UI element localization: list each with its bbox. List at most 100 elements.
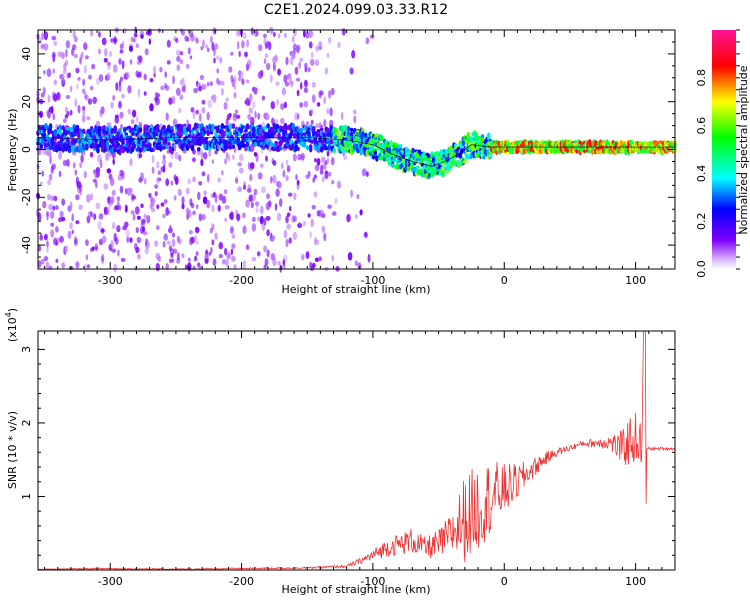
spectrogram-point	[133, 139, 138, 143]
spectrogram-point	[423, 156, 428, 163]
spectrogram-point	[84, 263, 87, 273]
spectrogram-point	[64, 60, 69, 66]
spectrogram-point	[166, 39, 171, 48]
spectrogram-point	[373, 150, 378, 156]
spectrogram-point	[50, 229, 55, 238]
spectrogram-point	[121, 40, 125, 49]
spectrogram-point	[166, 240, 171, 245]
spectrogram-point	[57, 51, 63, 58]
spectrogram-point	[181, 29, 185, 36]
spectrogram-point	[156, 225, 160, 231]
spectrogram-point	[491, 148, 496, 153]
snr-multiplier-label: (x104)	[4, 308, 19, 342]
spectrogram-point	[155, 262, 160, 272]
spectrogram-point	[37, 212, 42, 221]
spectrogram-point	[83, 64, 87, 74]
spectrogram-point	[233, 264, 237, 269]
spectrogram-point	[96, 169, 100, 178]
spectrogram-point	[124, 221, 129, 228]
spectrogram-point	[539, 149, 543, 155]
spectrogram-point	[106, 168, 112, 174]
spectrogram-point	[61, 73, 65, 81]
spectrogram-point	[241, 78, 245, 85]
spectrogram-point	[214, 194, 218, 204]
spectrogram-point	[48, 145, 53, 151]
spectrogram-point	[163, 137, 168, 144]
spectrogram-point	[64, 130, 69, 136]
spectrogram-point	[313, 137, 318, 141]
spectrogram-point	[166, 210, 171, 215]
x-tick-label: 0	[501, 274, 508, 287]
spectrogram-point	[231, 123, 236, 129]
colorbar-tick-label: 0.6	[695, 117, 708, 135]
spectrogram-point	[204, 140, 209, 145]
spectrogram-point	[192, 110, 196, 120]
spectrogram-point	[65, 106, 68, 112]
spectrogram-point	[184, 130, 188, 136]
spectrogram-point	[311, 81, 316, 88]
y-tick-label: 0	[20, 146, 33, 153]
spectrogram-point	[263, 33, 267, 39]
spectrogram-point	[43, 43, 49, 51]
spectrogram-point	[85, 254, 89, 261]
spectrogram-point	[221, 259, 227, 265]
spectrogram-point	[168, 97, 173, 105]
spectrogram-point	[118, 58, 122, 65]
spectrogram-point	[43, 233, 48, 241]
spectrogram-point	[52, 205, 56, 211]
spectrogram-point	[74, 98, 78, 108]
spectrogram-point	[40, 258, 45, 265]
spectrogram-point	[324, 146, 329, 151]
spectrogram-point	[52, 68, 55, 74]
spectrogram-point	[310, 119, 314, 125]
spectrogram-point	[279, 198, 283, 207]
spectrogram-x-label: Height of straight line (km)	[281, 283, 430, 296]
spectrogram-point	[192, 176, 196, 183]
spectrogram-point	[45, 146, 50, 151]
spectrogram-point	[124, 187, 128, 195]
spectrogram-point	[160, 202, 165, 207]
spectrogram-point	[280, 103, 285, 110]
spectrogram-point	[130, 118, 135, 125]
spectrogram-point	[69, 126, 73, 133]
spectrogram-point	[316, 129, 321, 133]
spectrogram-point	[258, 44, 263, 52]
spectrogram-point	[321, 225, 325, 233]
spectrogram-point	[245, 199, 250, 208]
spectrogram-point	[86, 215, 91, 224]
spectrogram-point	[130, 127, 135, 131]
spectrogram-point	[471, 147, 475, 151]
x-tick-label: 100	[625, 575, 646, 588]
spectrogram-point	[252, 101, 256, 109]
spectrogram-point	[86, 116, 91, 121]
spectrogram-point	[173, 142, 177, 152]
spectrogram-point	[330, 157, 335, 166]
snr-multiplier-close: )	[6, 308, 19, 312]
spectrogram-point	[181, 253, 185, 259]
spectrogram-point	[264, 258, 269, 266]
spectrogram-point	[394, 142, 398, 147]
spectrogram-point	[41, 32, 45, 41]
spectrogram-point	[253, 87, 258, 93]
spectrogram-point	[170, 252, 174, 258]
spectrogram-point	[198, 85, 203, 92]
spectrogram-point	[149, 78, 154, 83]
spectrogram-point	[244, 146, 248, 152]
spectrogram-point	[172, 118, 178, 127]
spectrogram-point	[326, 127, 330, 133]
spectrogram-point	[82, 151, 86, 156]
spectrogram-point	[220, 81, 225, 86]
spectrogram-point	[250, 162, 255, 170]
spectrogram-point	[266, 229, 270, 237]
spectrogram-point	[62, 69, 67, 74]
spectrogram-point	[228, 112, 232, 118]
spectrogram-point	[153, 72, 156, 78]
spectrogram-point	[230, 248, 234, 255]
spectrogram-point	[163, 233, 168, 241]
spectrogram-point	[330, 87, 335, 96]
spectrogram-point	[37, 127, 42, 131]
spectrogram-point	[311, 94, 316, 103]
spectrogram-point	[239, 154, 244, 162]
spectrogram-point	[99, 159, 103, 169]
